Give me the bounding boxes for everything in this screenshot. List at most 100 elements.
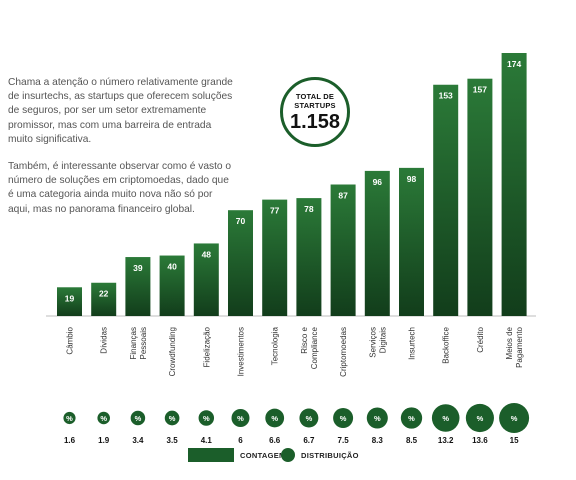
bar-value-label: 19 <box>65 293 75 303</box>
bar <box>57 287 82 316</box>
bar <box>91 282 117 316</box>
distribution-circle <box>431 404 460 432</box>
distribution-value-label: 1.9 <box>98 436 110 445</box>
intro-paragraph-2: Também, é interessante observar como é v… <box>8 161 232 215</box>
legend-count-label: CONTAGEM <box>240 450 286 460</box>
legend-circle-swatch <box>281 448 295 462</box>
bar <box>228 210 253 316</box>
distribution-percent-symbol: % <box>408 414 415 423</box>
bar-value-label: 77 <box>270 206 280 216</box>
category-label: Crédito <box>476 326 485 352</box>
category-label: Meios de <box>505 326 514 359</box>
legend-distribution-label: DISTRIBUIÇÃO <box>301 450 359 460</box>
distribution-value-label: 7.5 <box>338 436 350 445</box>
distribution-percent-symbol: % <box>340 414 347 423</box>
chart-legend: CONTAGEM DISTRIBUIÇÃO <box>0 447 576 463</box>
distribution-percent-symbol: % <box>374 414 381 423</box>
category-label: Crowdfunding <box>168 327 177 376</box>
bar-value-label: 70 <box>236 216 246 226</box>
category-label: Pessoais <box>139 327 148 359</box>
distribution-circle <box>400 407 423 429</box>
category-label: Insurtech <box>408 327 417 360</box>
category-label: Tecnologia <box>271 326 280 365</box>
distribution-value-label: 4.1 <box>201 436 213 445</box>
bar <box>433 84 459 316</box>
bar-value-label: 87 <box>338 191 348 201</box>
distribution-value-label: 3.5 <box>167 436 179 445</box>
distribution-circle <box>164 410 180 426</box>
distribution-circle <box>465 403 494 433</box>
distribution-value-label: 6.7 <box>303 436 315 445</box>
bar <box>125 257 151 316</box>
distribution-value-label: 3.4 <box>132 436 144 445</box>
bar-value-label: 78 <box>304 204 314 214</box>
category-label: Pagamento <box>515 326 524 367</box>
total-label: TOTAL DE STARTUPS <box>283 92 347 110</box>
bar <box>262 199 288 316</box>
category-label: Serviços <box>368 327 377 358</box>
distribution-circle <box>198 410 215 426</box>
distribution-percent-symbol: % <box>100 414 107 423</box>
category-labels: Câmbio Dívidas Finanças Pessoais Crowdfundin… <box>66 326 525 376</box>
distribution-circle <box>499 403 530 433</box>
bar <box>193 243 219 316</box>
total-startups-badge: TOTAL DE STARTUPS 1.158 <box>280 77 350 147</box>
category-label: Dívidas <box>100 327 109 354</box>
distribution-percent-symbol: % <box>237 414 244 423</box>
bar-value-label: 153 <box>439 91 453 101</box>
distribution-value-label: 13.2 <box>438 436 454 445</box>
distribution-circle <box>299 408 319 428</box>
distribution-circle <box>366 407 388 429</box>
distribution-circle <box>231 409 250 427</box>
distribution-percent-symbol: % <box>306 414 313 423</box>
category-label: Finanças <box>129 327 138 359</box>
category-label: Backoffice <box>442 326 451 363</box>
distribution-circle <box>63 411 76 425</box>
total-label-line1: TOTAL DE <box>295 92 335 101</box>
bar <box>501 53 527 316</box>
bar-value-label: 157 <box>473 85 487 95</box>
bar-value-label: 22 <box>99 289 109 299</box>
bars-layer: 19 22 39 40 48 70 77 78 87 96 98 153 157 174 <box>57 53 527 316</box>
distribution-percent-symbol: % <box>477 414 484 423</box>
category-label: Risco e <box>300 326 309 353</box>
distribution-value-label: 8.3 <box>372 436 384 445</box>
distribution-circle <box>333 408 354 428</box>
distribution-percent-symbol: % <box>271 414 278 423</box>
total-label-line2: STARTUPS <box>294 100 336 110</box>
category-label: Digitais <box>378 327 387 353</box>
bar-value-label: 40 <box>167 262 177 272</box>
intro-paragraph-1: Chama a atenção o número relativamente g… <box>8 77 233 145</box>
legend-item-distribution: DISTRIBUIÇÃO <box>281 447 359 463</box>
bar-value-label: 48 <box>202 249 212 259</box>
distribution-circles: % 1.6% 1.9% 3.4% 3.5% 4.1% 6% 6.6% 6.7% 7.5% 8.3% 8… <box>63 403 530 445</box>
distribution-value-label: 13.6 <box>472 436 488 445</box>
bar-value-label: 98 <box>407 174 417 184</box>
legend-bar-swatch <box>188 448 234 462</box>
bar <box>296 198 322 316</box>
distribution-percent-symbol: % <box>203 414 210 423</box>
distribution-value-label: 1.6 <box>64 436 76 445</box>
bar-value-label: 39 <box>133 263 143 273</box>
category-label: Compliance <box>310 326 319 369</box>
category-label: Investimentos <box>237 327 246 376</box>
category-label: Criptomoedas <box>339 327 348 377</box>
category-label: Fidelização <box>202 326 211 367</box>
distribution-circle <box>97 411 110 425</box>
category-label: Câmbio <box>66 326 75 354</box>
distribution-circle <box>130 410 146 426</box>
distribution-percent-symbol: % <box>442 414 449 423</box>
bar-value-label: 96 <box>373 177 383 187</box>
total-value: 1.158 <box>289 111 341 133</box>
bar <box>159 255 185 316</box>
distribution-value-label: 8.5 <box>406 436 418 445</box>
distribution-percent-symbol: % <box>511 414 518 423</box>
distribution-percent-symbol: % <box>135 414 142 423</box>
distribution-percent-symbol: % <box>169 414 176 423</box>
distribution-value-label: 6 <box>238 436 243 445</box>
distribution-value-label: 15 <box>510 436 519 445</box>
distribution-percent-symbol: % <box>66 414 73 423</box>
bar-value-label: 174 <box>507 59 521 69</box>
bar <box>364 170 390 316</box>
